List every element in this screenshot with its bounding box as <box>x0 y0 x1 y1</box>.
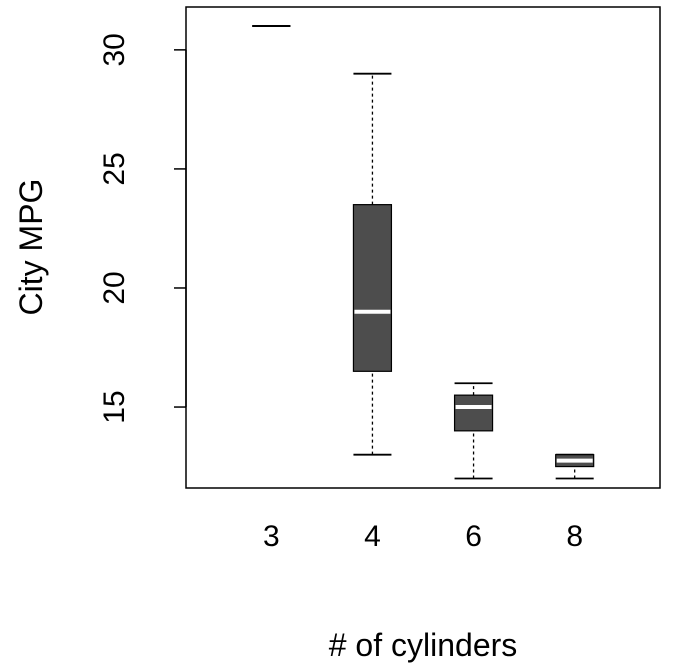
box-6-iqr <box>453 394 494 432</box>
x-tick-label-4: 4 <box>364 520 381 553</box>
boxes <box>252 25 595 480</box>
y-tick-label-15: 15 <box>98 390 131 423</box>
x-axis-label: # of cylinders <box>329 627 518 663</box>
x-tick-label-6: 6 <box>465 520 482 553</box>
y-axis: 15 20 25 30 <box>98 33 187 424</box>
plot-frame <box>185 6 661 489</box>
x-tick-label-3: 3 <box>263 520 280 553</box>
y-tick-label-30: 30 <box>98 33 131 66</box>
y-tick-label-20: 20 <box>98 271 131 304</box>
x-axis: 3 4 6 8 <box>263 520 583 553</box>
y-axis-label: City MPG <box>13 179 49 316</box>
box-4 <box>352 72 393 456</box>
box-8 <box>555 453 595 480</box>
box-6 <box>453 382 494 480</box>
box-4-iqr <box>352 204 393 372</box>
y-tick-label-25: 25 <box>98 152 131 185</box>
x-tick-label-8: 8 <box>566 520 583 553</box>
